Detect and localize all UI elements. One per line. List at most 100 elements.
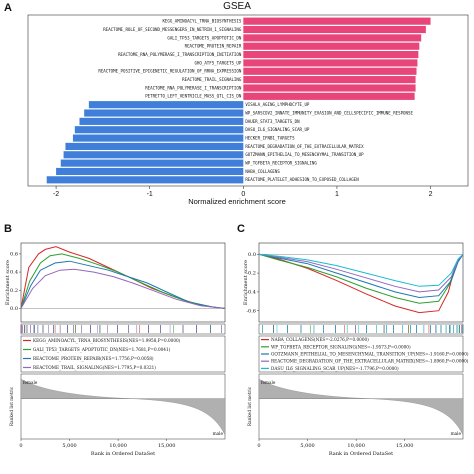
bar-label: REACTOME_DEGRADATION_OF_THE_EXTRACELLULA… bbox=[245, 144, 364, 149]
bar bbox=[243, 51, 419, 59]
y-tick-label: 0.0 bbox=[248, 252, 256, 258]
y-tick-label: 0.2 bbox=[10, 288, 18, 294]
legend-entry: KEGG_AMINOACYL_TRNA_BIOSYNTHESIS(NES=1.9… bbox=[33, 338, 181, 343]
x-tick-label: 0 bbox=[257, 443, 260, 449]
es-curve bbox=[258, 253, 464, 287]
x-tick-label: 10,000 bbox=[109, 443, 127, 449]
bar-chart: KEGG_AMINOACYL_TRNA_BIOSYNTHESIS REACTOME… bbox=[27, 14, 469, 198]
x-tick-label: 0 bbox=[19, 443, 22, 449]
y-tick-label: 0.6 bbox=[10, 251, 18, 257]
panel-c-letter: C bbox=[237, 223, 245, 235]
bar bbox=[72, 134, 244, 142]
rank-low-label: male bbox=[451, 431, 462, 436]
rank-high-label: female bbox=[261, 380, 276, 385]
x-tick-label: 5,000 bbox=[62, 443, 76, 449]
y-axis-label: Enrichment score bbox=[5, 260, 11, 305]
bar-label: DAUER_STAT3_TARGETS_DN bbox=[245, 119, 300, 124]
bar bbox=[243, 25, 426, 34]
gsea-plot-c: 0.0 -0.2 -0.4 -0.6 Enrichment score NABA_COLL… bbox=[243, 242, 469, 457]
bar bbox=[56, 167, 244, 176]
rank-y-label: Ranked list metric bbox=[247, 386, 252, 426]
legend-entry: REACTOME_DEGRADATION_OF_THE_EXTRACELLULA… bbox=[271, 359, 469, 364]
bar-label: GALI_TP53_TARGETS_APOPTOTIC_DN bbox=[167, 35, 241, 40]
legend-entry: GALI_TP53_TARGETS_APOPTOTIC_DN(NES=1.768… bbox=[33, 347, 171, 352]
rank-high-label: female bbox=[23, 380, 38, 385]
es-frame bbox=[20, 242, 226, 323]
x-tick-label: 2 bbox=[429, 191, 433, 198]
bar bbox=[46, 176, 244, 184]
bar-label: HECKER_IFNB1_TARGETS bbox=[245, 135, 295, 140]
legend-frame bbox=[20, 335, 226, 373]
bar bbox=[243, 34, 422, 42]
rank-y-label: Ranked list metric bbox=[9, 386, 14, 426]
panel-a-title: GSEA bbox=[223, 1, 251, 12]
plot-frame bbox=[27, 14, 469, 187]
bar bbox=[243, 84, 416, 92]
x-tick-label: 10,000 bbox=[347, 443, 365, 449]
bar-label: DASU_IL6_SIGNALING_SCAR_UP bbox=[245, 127, 310, 132]
x-axis-label: Rank in Ordered DataSet bbox=[329, 451, 393, 457]
panel-a-letter: A bbox=[4, 2, 12, 14]
bar-label: PETRETTO_LEFT_VENTRICLE_MASS_QTL_CIS_DN bbox=[145, 94, 242, 99]
panel-b-letter: B bbox=[4, 223, 12, 235]
y-tick-label: -0.2 bbox=[246, 271, 256, 277]
bar-label: KEGG_AMINOACYL_TRNA_BIOSYNTHESIS bbox=[162, 19, 241, 24]
gsea-plot-b: 0.0 0.2 0.4 0.6 Enrichment score KEGG_AMINOAC… bbox=[5, 242, 226, 457]
y-tick-label: 0.4 bbox=[10, 270, 18, 276]
es-frame bbox=[258, 242, 464, 323]
x-axis-label: Rank in Ordered DataSet bbox=[91, 451, 155, 457]
legend-frame bbox=[258, 335, 464, 373]
x-tick-label: 5,000 bbox=[300, 443, 314, 449]
legend-entry: DASU_IL6_SIGNALING_SCAR_UP(NES=-1.7796,P… bbox=[271, 366, 399, 371]
bar bbox=[79, 117, 244, 125]
x-tick-label: 15,000 bbox=[396, 443, 414, 449]
bar bbox=[243, 76, 416, 84]
rank-low-label: male bbox=[213, 431, 224, 436]
bar-label: WP_SARSCOV2_INNATE_IMMUNITY_EVASION_AND_… bbox=[245, 110, 413, 115]
x-tick-label: -2 bbox=[53, 191, 59, 198]
bar-label: NABA_COLLAGENS bbox=[245, 169, 280, 174]
es-curve bbox=[258, 253, 464, 304]
x-tick-label: -1 bbox=[147, 191, 153, 198]
bar bbox=[63, 151, 244, 159]
y-tick-label: 0.0 bbox=[10, 306, 18, 312]
bar-label: REACTOME_PLATELET_ADHESION_TO_EXPOSED_CO… bbox=[245, 177, 359, 182]
bar-label: REACTOME_RNA_POLYMERASE_I_TRANSCRIPTION bbox=[145, 85, 242, 90]
bar bbox=[65, 142, 244, 150]
panel-a-xlabel: Normalized enrichment score bbox=[188, 197, 286, 206]
bar bbox=[88, 101, 244, 109]
es-curve bbox=[20, 268, 226, 309]
bar bbox=[243, 59, 418, 67]
bar-label: VISALA_AGING_LYMPHOCYTE_UP bbox=[245, 102, 310, 107]
hit-strip bbox=[258, 323, 464, 335]
bar bbox=[74, 126, 244, 134]
bar-label: REACTOME_PROTEIN_REPAIR bbox=[185, 44, 242, 49]
bar-label: GHO_ATF5_TARGETS_UP bbox=[194, 60, 241, 65]
y-axis-label: Enrichment score bbox=[243, 260, 249, 305]
bar bbox=[60, 159, 244, 167]
hit-strip bbox=[20, 323, 226, 335]
bar-label: REACTOME_ROLE_OF_SECOND_MESSENGERS_IN_NE… bbox=[103, 27, 242, 32]
bar-label: REACTOME_POSITIVE_EPIGENETIC_REGULATION_… bbox=[98, 69, 241, 74]
y-tick-label: -0.6 bbox=[246, 308, 256, 314]
bar-label: REACTOME_RNA_POLYMERASE_I_TRANSCRIPTION_… bbox=[118, 52, 242, 57]
es-curve bbox=[258, 253, 464, 293]
es-curve bbox=[258, 253, 464, 299]
legend-entry: WP_TGFBETA_RECEPTOR_SIGNALING(NES=-1.957… bbox=[271, 344, 411, 349]
x-tick-label: 0 bbox=[241, 191, 245, 198]
bar bbox=[243, 42, 420, 50]
legend-entry: REACTOME_TRAIL_SIGNALING(NES=1.7795,P=0.… bbox=[33, 365, 156, 370]
bar bbox=[243, 17, 431, 25]
legend-entry: GOTZMANN_EPITHELIAL_TO_MESENCHYMAL_TRANS… bbox=[271, 352, 469, 357]
legend-entry: REACTOME_PROTEIN_REPAIR(NES=1.7756,P=0.0… bbox=[33, 356, 154, 361]
x-tick-label: 1 bbox=[335, 191, 339, 198]
legend-entry: NABA_COLLAGENS(NES=-2.0276,P=0.0000) bbox=[271, 337, 369, 342]
bar-label: GOTZMANN_EPITHELIAL_TO_MESENCHYMAL_TRANS… bbox=[245, 152, 364, 157]
y-tick-label: -0.4 bbox=[246, 290, 256, 296]
x-tick-label: 15,000 bbox=[158, 443, 176, 449]
bar bbox=[84, 109, 244, 117]
bar bbox=[243, 67, 417, 75]
bar-label: REACTOME_TRAIL_SIGNALING bbox=[182, 77, 242, 82]
